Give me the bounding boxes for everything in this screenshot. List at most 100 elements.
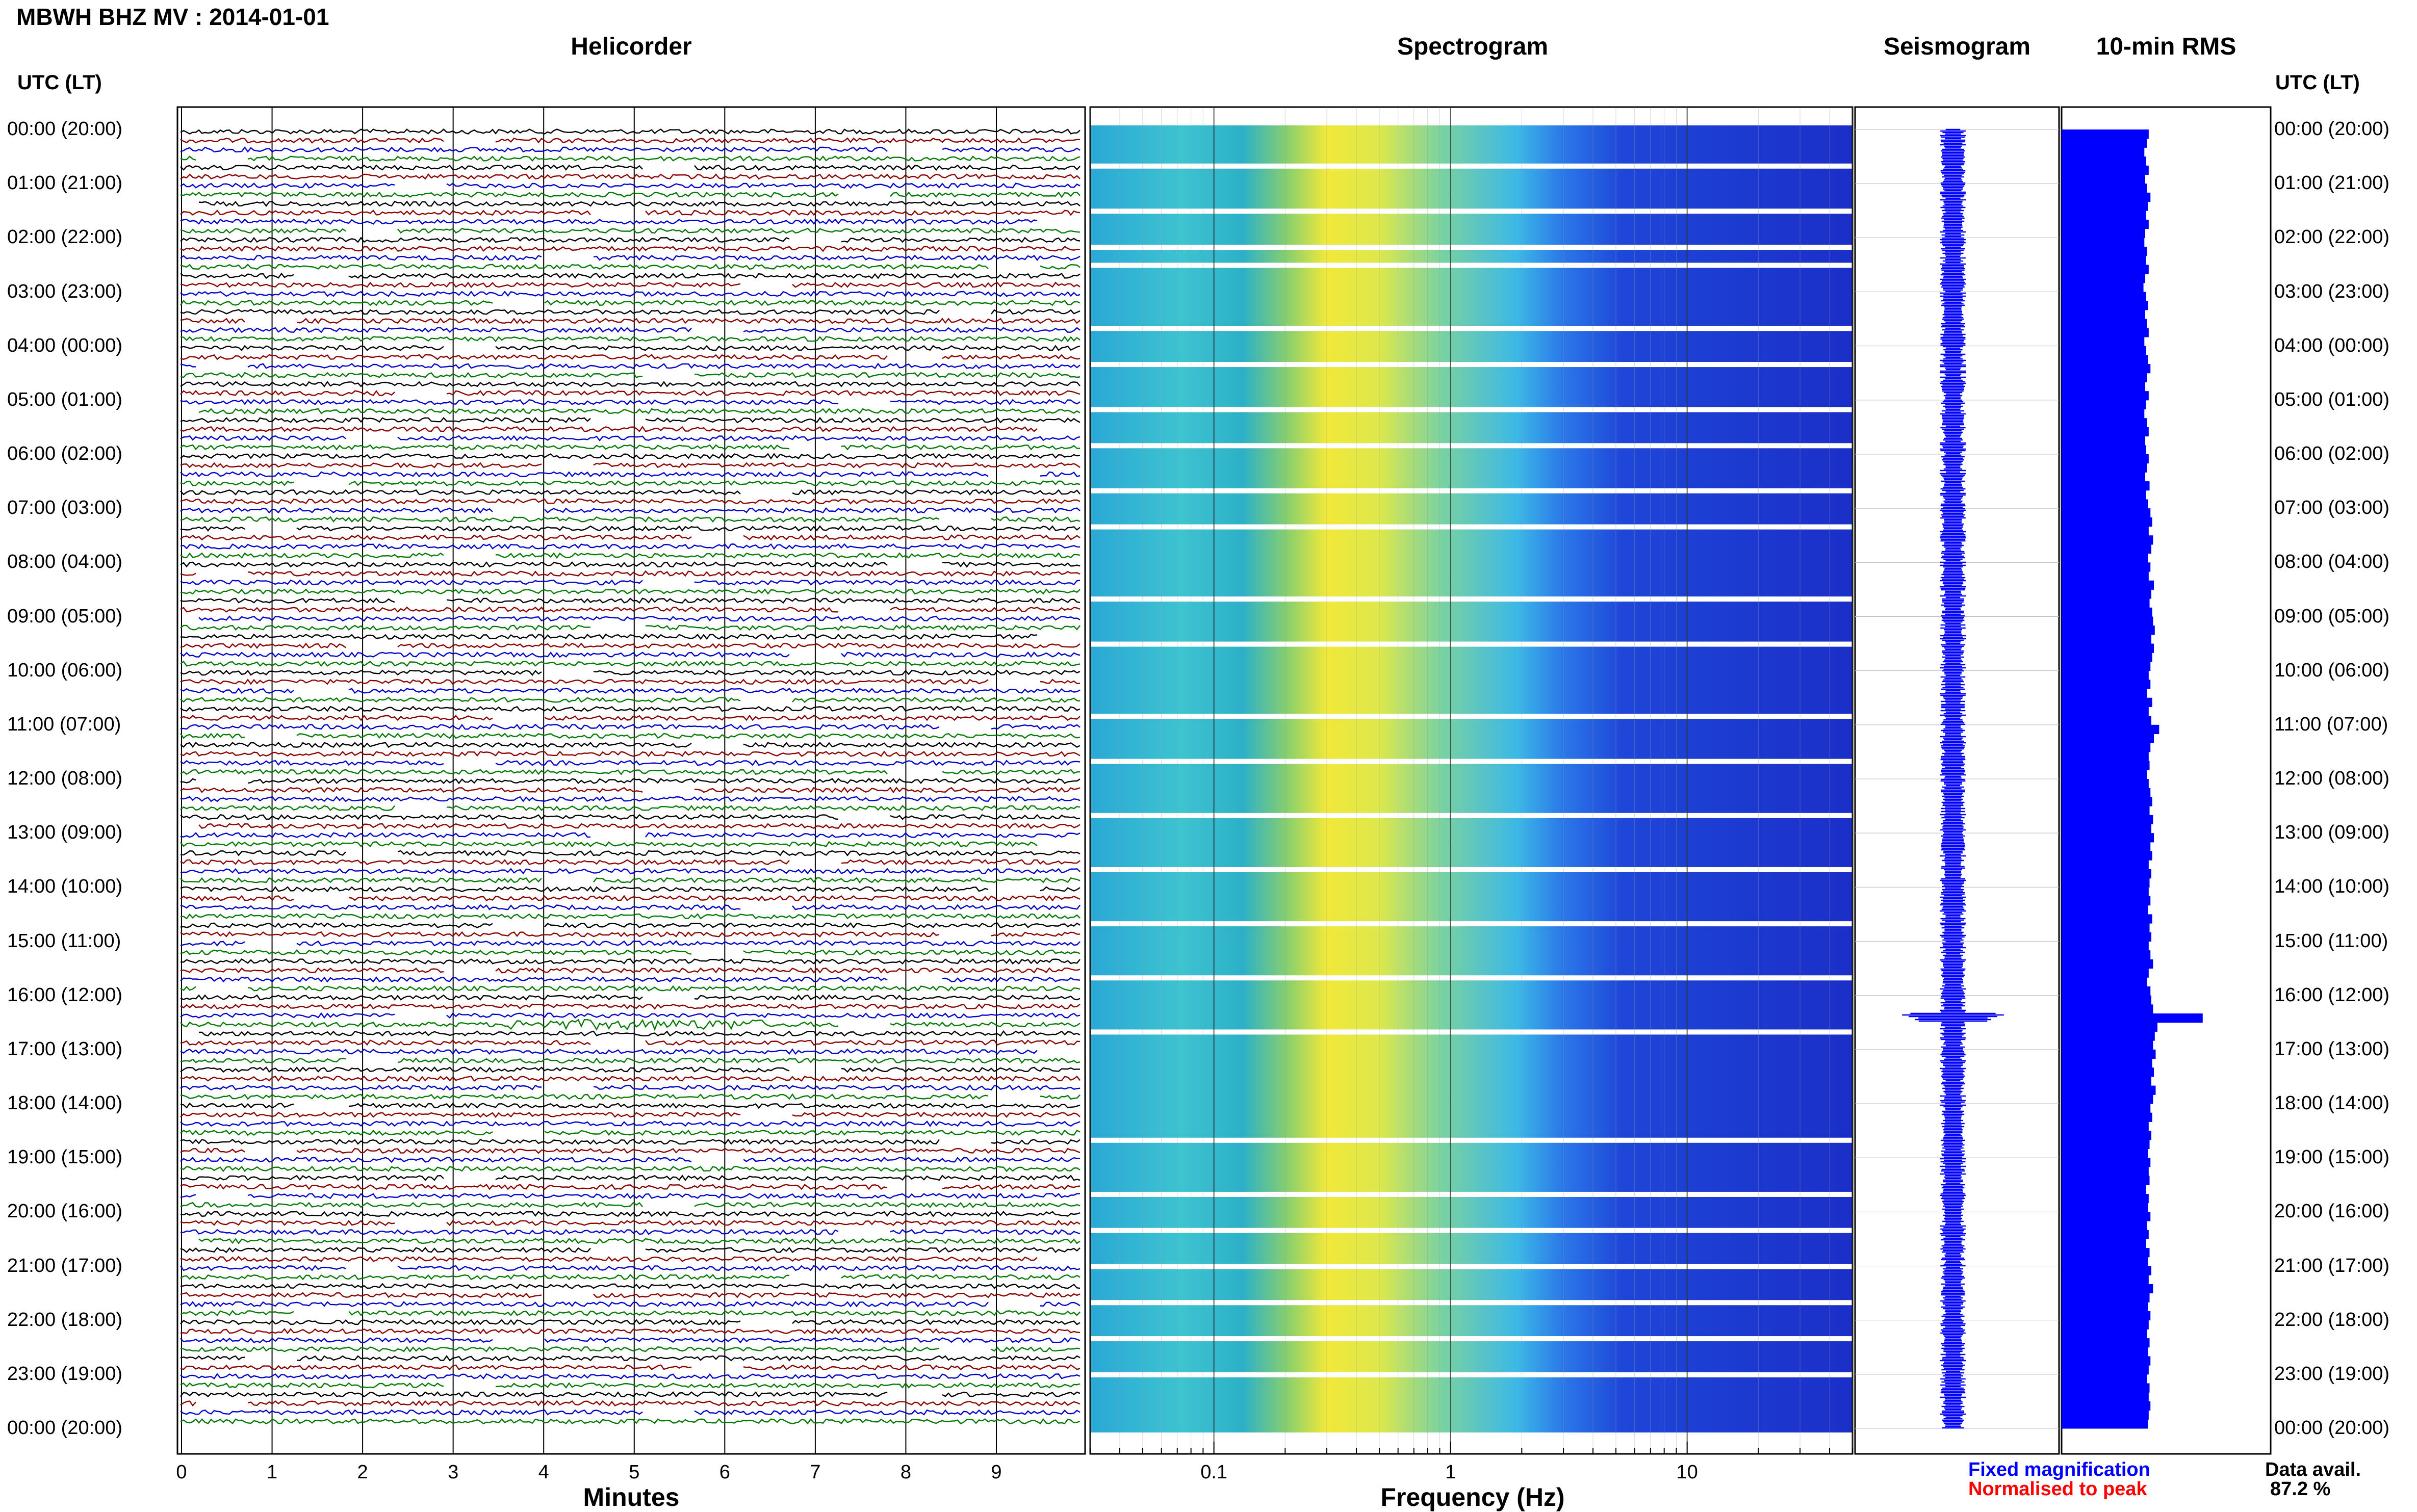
rms-bar [2062,463,2147,473]
helicorder-trace [180,1111,1081,1118]
rms-bar [2062,697,2152,707]
time-label: 11:00 (07:00) [7,713,121,735]
rms-bar [2062,923,2150,933]
helicorder-trace [180,904,1081,911]
rms-bar [2062,535,2153,545]
helicorder-trace [180,335,1081,343]
rms-bar [2062,842,2151,852]
helicorder-trace [180,1039,1081,1046]
time-label: 12:00 (08:00) [7,768,123,789]
helicorder-trace [180,750,1081,758]
spectrogram-gap [1090,1029,1853,1035]
helicorder-trace [180,1382,1081,1389]
rms-bar [2062,634,2151,644]
rms-bar [2062,1004,2153,1014]
rms-bar [2062,815,2153,824]
rms-bar [2062,1139,2150,1149]
rms-bar [2062,562,2151,572]
rms-bar [2062,788,2151,797]
helicorder-trace [180,435,1081,442]
helicorder-trace [180,381,1081,387]
helicorder-trace [180,1355,1081,1362]
time-label: 19:00 (15:00) [7,1146,123,1168]
rms-bar [2062,265,2149,274]
helicorder-trace [180,1129,1081,1136]
rms-bar [2062,255,2146,265]
time-label: 05:00 (01:00) [7,388,123,410]
rms-bar [2062,336,2145,347]
rms-bar [2062,1419,2148,1429]
spectrogram-gap [1090,714,1853,719]
helicorder-trace [180,299,1081,306]
rms-bar [2062,1248,2150,1258]
rms-bar [2062,986,2151,996]
minute-tick-label: 8 [901,1462,911,1483]
helicorder-trace [180,570,1081,577]
rms-bar [2062,499,2148,509]
rms-bar [2062,1031,2155,1041]
helicorder-trace [180,191,1081,198]
frequency-tick-label: 10 [1677,1462,1698,1483]
rms-bar [2062,355,2148,364]
rms-bar [2062,1049,2156,1059]
time-label: 03:00 (23:00) [2274,280,2390,302]
spectrogram-frame [1089,106,1854,1455]
spectrogram-gap [1090,867,1853,872]
rms-bar [2062,292,2146,301]
rms-bar [2062,238,2145,247]
spectrogram-gap [1090,759,1853,764]
rms-bar [2062,1257,2148,1266]
rms-bar [2062,1320,2149,1329]
helicorder-trace [180,1328,1081,1335]
time-label: 15:00 (11:00) [7,930,121,952]
helicorder-trace [180,1157,1081,1163]
helicorder-trace [180,1003,1081,1010]
helicorder-trace [180,1019,1081,1031]
minutes-axis-label: Minutes [583,1483,680,1511]
rms-bar [2062,391,2149,401]
helicorder-trace [180,877,1081,884]
rms-bar [2062,1112,2152,1122]
helicorder-trace [180,579,1081,586]
helicorder-trace [180,967,1081,974]
rms-bar [2062,625,2155,635]
time-label: 00:00 (20:00) [2274,118,2390,140]
helicorder-trace [180,155,1081,162]
rms-bar [2062,129,2149,139]
rms-bar [2062,571,2149,581]
helicorder-trace [180,1075,1081,1082]
helicorder-trace [180,498,1081,505]
rms-bar [2062,878,2150,888]
helicorder-trace [180,1301,1081,1308]
helicorder-trace [180,1400,1081,1407]
rms-bar [2062,1203,2148,1212]
time-label: 12:00 (08:00) [2274,768,2390,789]
helicorder-trace [180,245,1081,252]
rms-bar [2062,905,2148,915]
spectrogram-gap [1090,1137,1853,1143]
rms-bar [2062,1311,2151,1321]
helicorder-trace [180,399,1081,405]
rms-bar [2062,1230,2149,1239]
helicorder-trace [180,480,1081,487]
helicorder-trace [180,1165,1081,1172]
helicorder-trace [180,516,1081,523]
time-label: 08:00 (04:00) [2274,551,2390,573]
spectrogram-gap [1090,1191,1853,1197]
helicorder-trace [180,1418,1081,1425]
helicorder-trace [180,1373,1081,1379]
rms-bar [2062,896,2151,906]
helicorder-trace [180,1012,1081,1019]
minute-tick-label: 4 [538,1462,549,1483]
helicorder-trace [180,660,1081,667]
rms-bar [2062,1185,2146,1194]
helicorder-trace [180,254,1081,261]
helicorder-trace [180,733,1081,739]
rms-bar [2062,941,2149,951]
utc-lt-header-right: UTC (LT) [2275,71,2360,94]
spectrogram-gap [1090,921,1853,927]
helicorder-trace [180,696,1081,703]
rms-bar [2062,1013,2203,1023]
rms-bar [2062,472,2145,482]
time-label: 08:00 (04:00) [7,551,123,573]
